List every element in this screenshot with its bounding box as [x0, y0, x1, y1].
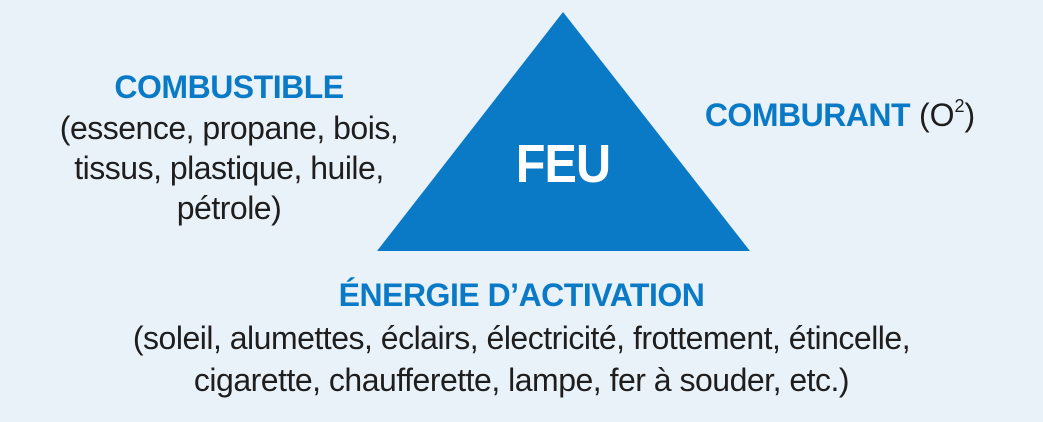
- combustible-line-3: pétrole): [176, 190, 282, 226]
- center-label-feu: FEU: [515, 134, 611, 194]
- combustible-block: COMBUSTIBLE (essence, propane, bois, tis…: [14, 66, 444, 228]
- comburant-formula: (O2): [918, 96, 976, 133]
- combustible-line-2: tissus, plastique, huile,: [74, 150, 384, 186]
- combustible-line-1: (essence, propane, bois,: [59, 110, 399, 146]
- comburant-heading: COMBURANT: [704, 97, 911, 133]
- energie-line-2: cigarette, chaufferette, lampe, fer à so…: [193, 362, 850, 398]
- formula-end: ): [964, 97, 976, 133]
- energie-line-1: (soleil, alumettes, éclairs, électricité…: [132, 320, 911, 356]
- combustible-heading: COMBUSTIBLE: [114, 69, 344, 105]
- formula-base: (O: [918, 97, 955, 133]
- energie-heading: ÉNERGIE D’ACTIVATION: [338, 277, 705, 313]
- energie-block: ÉNERGIE D’ACTIVATION (soleil, alumettes,…: [0, 273, 1043, 401]
- fire-triangle-shape: [377, 12, 750, 251]
- formula-superscript: 2: [954, 96, 965, 116]
- comburant-block: COMBURANT (O2): [660, 86, 1020, 135]
